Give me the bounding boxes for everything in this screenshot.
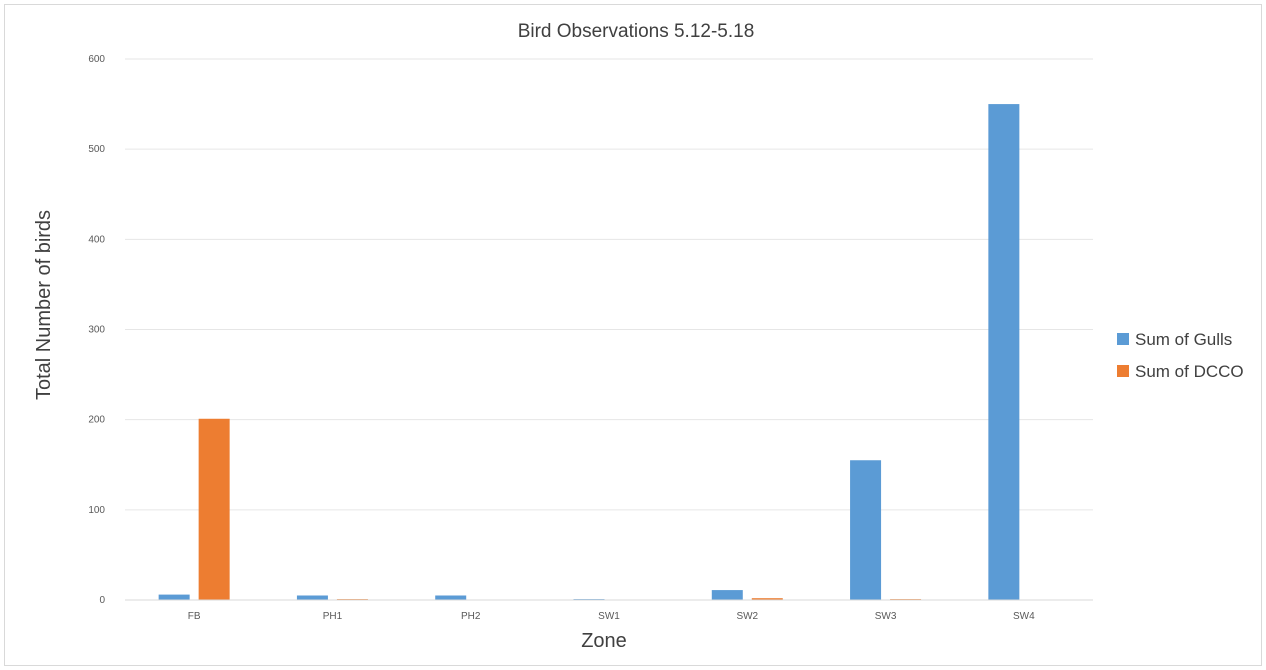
- y-tick-label: 0: [99, 595, 105, 606]
- chart-title: Bird Observations 5.12-5.18: [518, 21, 755, 42]
- x-tick-label: SW2: [736, 611, 758, 622]
- gridlines: [125, 58, 1093, 511]
- y-axis-ticks: 0 100 200 300 400 500 600: [88, 54, 105, 606]
- x-tick-label: SW1: [598, 611, 620, 622]
- bar-ph2-series-1: [435, 595, 467, 600]
- y-tick-label: 300: [88, 325, 105, 336]
- legend-label: Sum of Gulls: [1135, 330, 1232, 349]
- bar-sw2-series-1: [711, 590, 743, 600]
- x-axis-ticks: FB PH1 PH2 SW1 SW2 SW3 SW4: [188, 611, 1035, 622]
- legend-label: Sum of DCCO: [1135, 362, 1244, 381]
- x-tick-label: SW4: [1013, 611, 1035, 622]
- x-tick-label: FB: [188, 611, 201, 622]
- x-axis-title: Zone: [581, 630, 627, 652]
- bar-ph1-series-1: [296, 595, 328, 600]
- y-tick-label: 200: [88, 415, 105, 426]
- y-tick-label: 600: [88, 54, 105, 65]
- y-tick-label: 500: [88, 144, 105, 155]
- legend-swatch: [1117, 333, 1129, 345]
- chart-container: Bird Observations 5.12-5.18 0 100 200 300 40…: [4, 4, 1262, 666]
- y-tick-label: 100: [88, 505, 105, 516]
- bar-sw3-series-1: [850, 460, 882, 600]
- x-tick-label: PH2: [461, 611, 481, 622]
- bar-sw2-series-2: [751, 598, 783, 600]
- y-axis-title: Total Number of birds: [33, 210, 55, 400]
- legend-swatch: [1117, 365, 1129, 377]
- legend: Sum of Gulls Sum of DCCO: [1117, 330, 1244, 381]
- x-tick-label: PH1: [323, 611, 343, 622]
- bar-sw4-series-1: [988, 104, 1020, 600]
- y-tick-label: 400: [88, 234, 105, 245]
- x-tick-label: SW3: [875, 611, 897, 622]
- bars: [158, 104, 1020, 600]
- bar-chart: Bird Observations 5.12-5.18 0 100 200 300 40…: [33, 21, 1244, 652]
- bar-fb-series-1: [158, 594, 190, 600]
- bar-fb-series-2: [198, 418, 230, 600]
